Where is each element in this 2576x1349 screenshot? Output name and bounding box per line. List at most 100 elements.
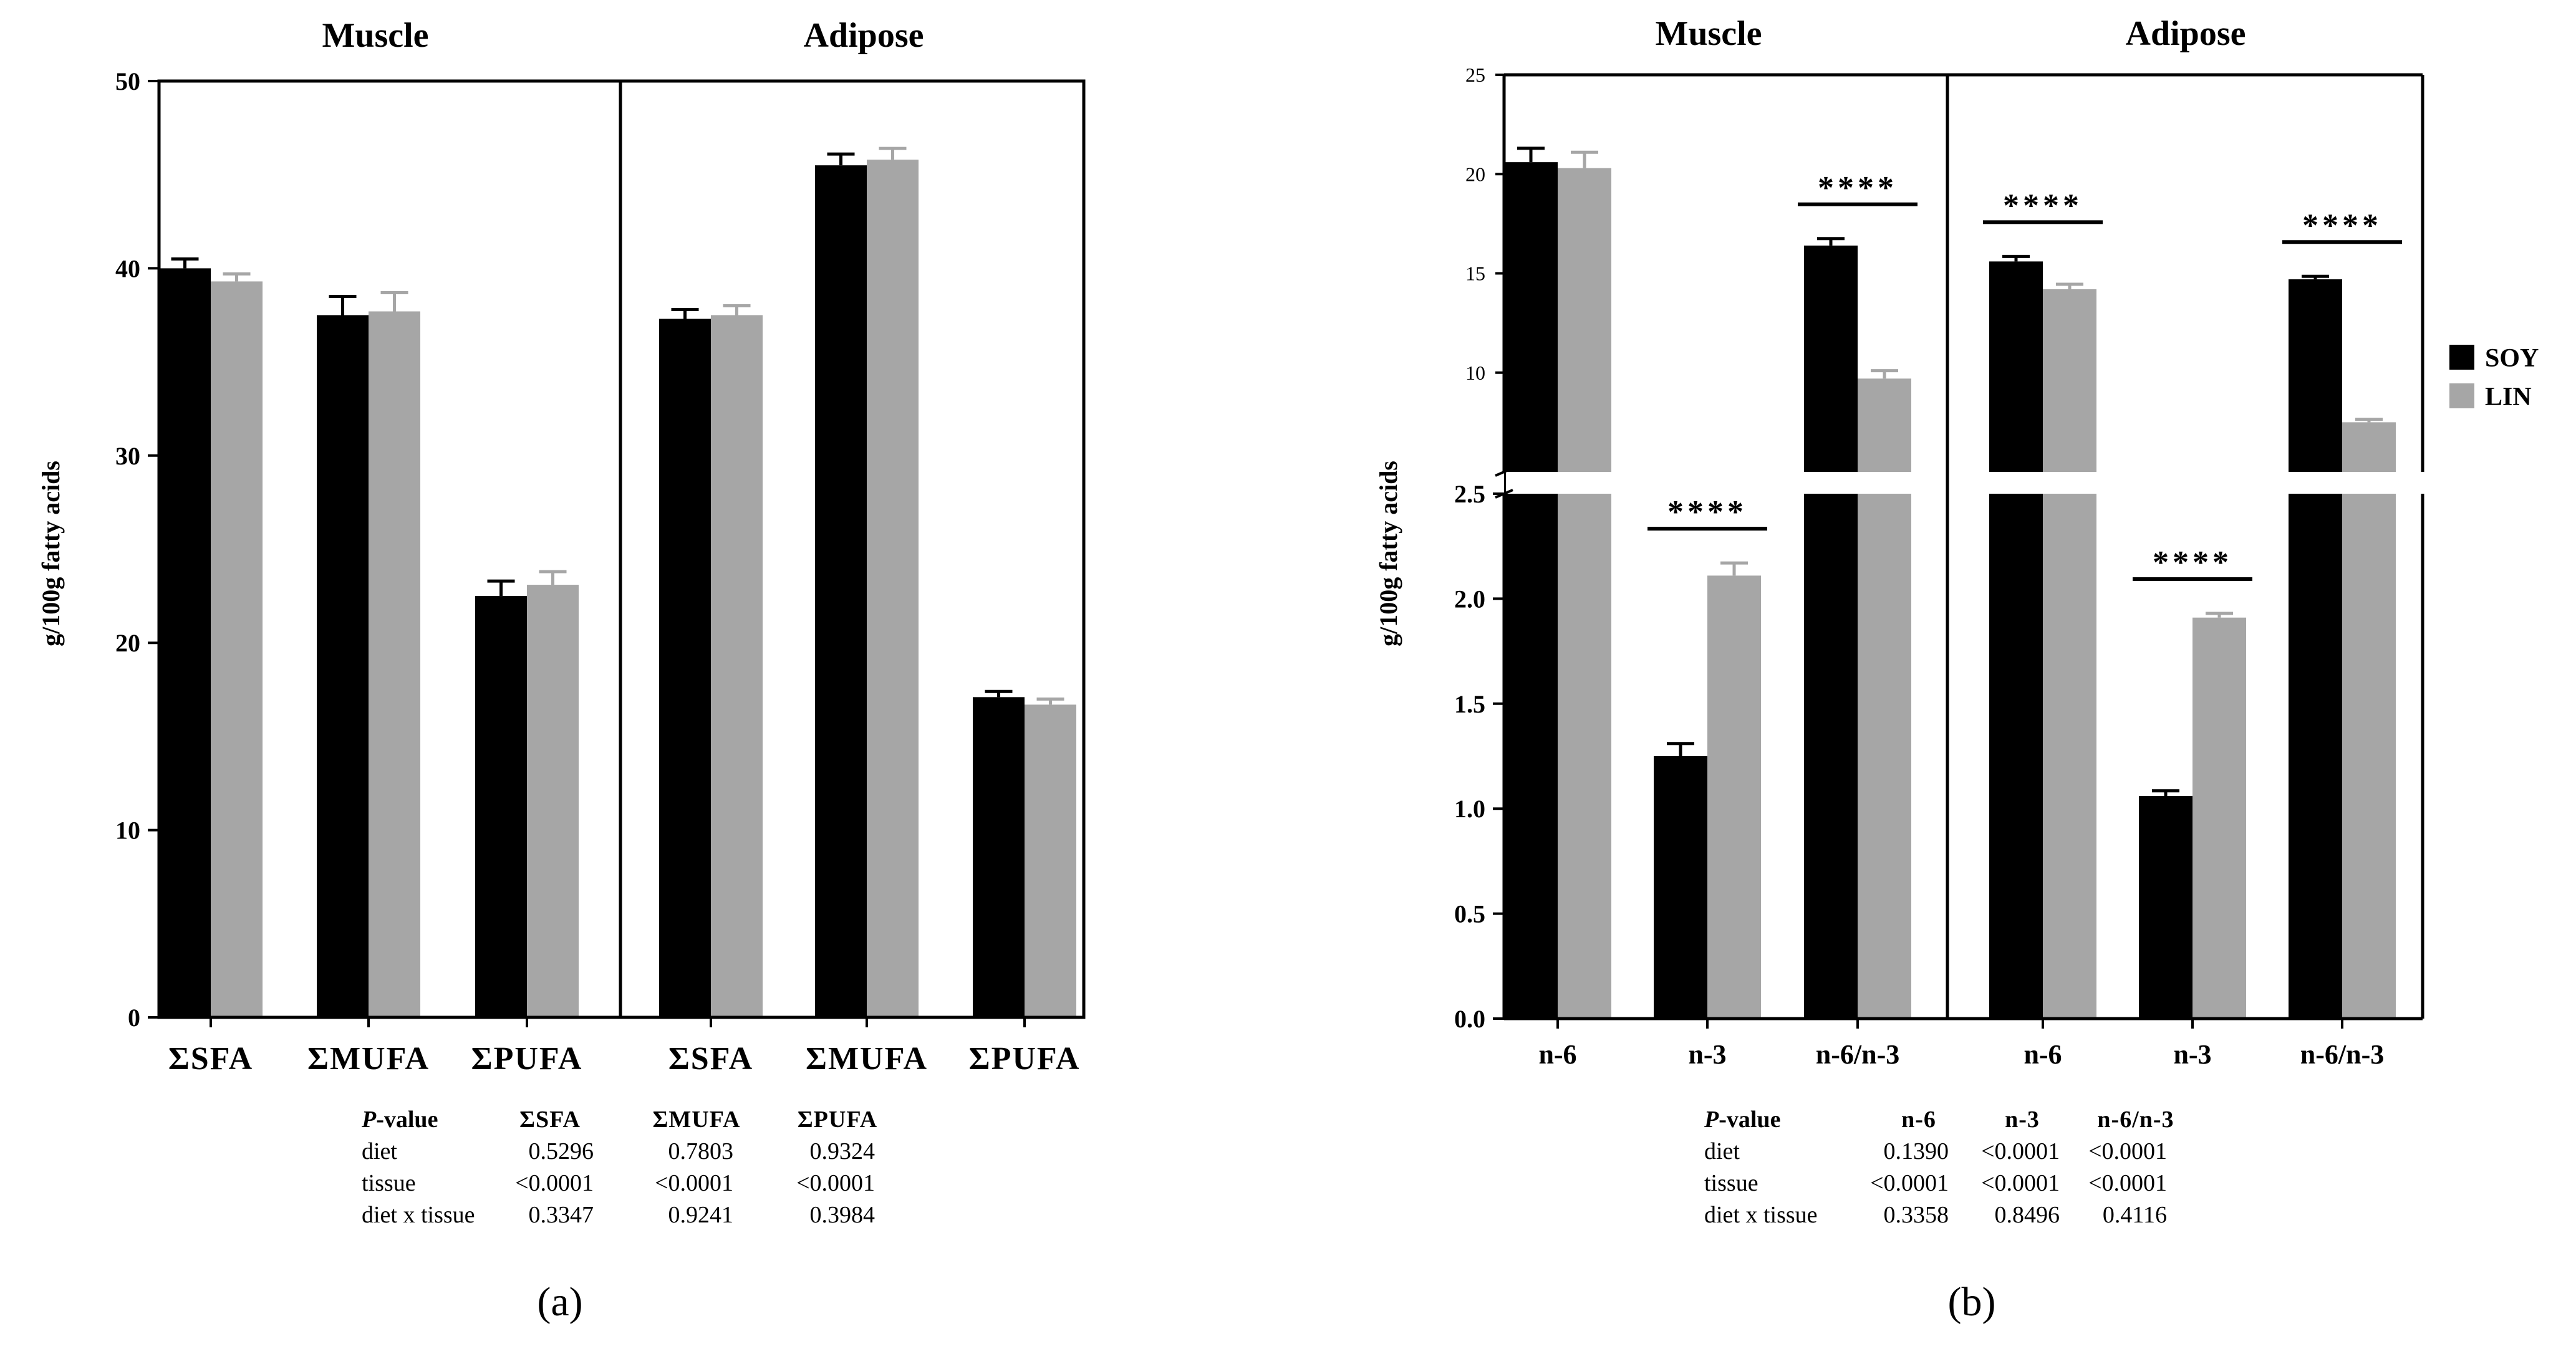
bar-lin: [527, 585, 579, 1017]
legend-lin-swatch: [2449, 383, 2474, 408]
x-tick-label: n-6/n-3: [1816, 1039, 1899, 1070]
bar-lin: [1025, 704, 1076, 1017]
pvalue-cell: <0.0001: [1870, 1170, 1949, 1196]
x-tick-label: ΣMUFA: [806, 1041, 928, 1077]
y-tick-label: 20: [115, 629, 140, 657]
panel-b-pvalue-table: P-value n-6 n-3 n-6/n-3 diet 0.1390 <0.0001 <0.…: [1704, 1107, 2174, 1228]
significance-marker: ****: [2003, 188, 2083, 223]
y-tick-label: 1.0: [1454, 795, 1485, 823]
panel-b-adipose-title: Adipose: [2126, 14, 2246, 53]
y-tick-label: 20: [1465, 163, 1485, 185]
x-tick-label: n-6/n-3: [2300, 1039, 2384, 1070]
pvalue-cell: <0.0001: [515, 1170, 594, 1196]
panel-a-pvalue-table: P-value ΣSFA ΣMUFA ΣPUFA diet 0.5296 0.7803 0.9…: [361, 1107, 877, 1228]
panel-b-y-ticks: 0.0 0.5 1.0 1.5 2.0 2.5 10 15 20 25: [1454, 64, 1504, 1033]
pvalue-column-header: n-6/n-3: [2097, 1107, 2174, 1133]
x-tick-label: ΣPUFA: [969, 1041, 1081, 1077]
bar-soy: [159, 268, 211, 1017]
bar-lin: [1558, 168, 1611, 1019]
y-tick-label: 10: [115, 817, 140, 845]
x-tick-label: ΣMUFA: [307, 1041, 430, 1077]
pvalue-column-header: ΣMUFA: [653, 1107, 741, 1133]
significance-marker: ****: [1818, 170, 1898, 206]
panel-b-y-axis-label: g/100g fatty acids: [1374, 461, 1402, 646]
panel-a-muscle-title: Muscle: [322, 16, 428, 55]
x-tick-label: n-6: [1538, 1039, 1576, 1070]
pvalue-header: P-value: [361, 1107, 438, 1133]
pvalue-column-header: n-3: [2005, 1107, 2040, 1133]
bar-lin: [369, 311, 420, 1018]
bar-soy: [1989, 261, 2043, 1019]
panel-b-muscle-title: Muscle: [1655, 14, 1762, 53]
pvalue-cell: 0.4116: [2103, 1202, 2167, 1228]
bar-soy: [1504, 162, 1558, 1019]
pvalue-cell: <0.0001: [2088, 1138, 2167, 1164]
panel-a-axes: [157, 79, 1086, 1019]
y-tick-label: 40: [115, 254, 140, 282]
panel-a-label: (a): [537, 1279, 582, 1325]
x-tick-label: ΣPUFA: [471, 1041, 583, 1077]
pvalue-cell: 0.5296: [529, 1138, 594, 1164]
bar-soy: [2139, 795, 2192, 1019]
panel-a-y-axis-label: g/100g fatty acids: [37, 461, 65, 646]
bar-soy: [2289, 279, 2342, 1019]
bar-lin: [2192, 617, 2246, 1019]
panel-b-x-ticks: n-6 n-3 n-6/n-3 n-6 n-3 n-6/n-3: [1538, 1019, 2384, 1070]
panel-b-label: (b): [1948, 1279, 1996, 1325]
significance-marker: ****: [2302, 208, 2382, 243]
pvalue-cell: 0.3347: [529, 1202, 594, 1228]
pvalue-cell: 0.3358: [1884, 1202, 1949, 1228]
pvalue-row-label: diet x tissue: [1704, 1202, 1818, 1228]
x-tick-label: ΣSFA: [668, 1041, 753, 1077]
axis-break-gap: [1506, 472, 2421, 494]
panel-a: g/100g fatty acids 0 10 20 30 40 50 ΣSFA ΣMUFA…: [37, 16, 1086, 1325]
y-tick-label: 0.0: [1454, 1005, 1485, 1033]
pvalue-cell: 0.1390: [1884, 1138, 1949, 1164]
legend: SOY LIN: [2449, 344, 2539, 411]
bar-lin: [1707, 575, 1761, 1019]
pvalue-column-header: n-6: [1901, 1107, 1936, 1133]
bar-soy: [1654, 756, 1707, 1019]
pvalue-cell: 0.7803: [668, 1138, 734, 1164]
bar-lin: [2043, 289, 2096, 1019]
x-tick-label: n-6: [2024, 1039, 2062, 1070]
pvalue-row-label: diet: [1704, 1138, 1740, 1164]
y-tick-label: 25: [1465, 64, 1485, 86]
legend-lin-label: LIN: [2485, 383, 2532, 411]
y-tick-label: 10: [1465, 362, 1485, 384]
bar-soy: [475, 596, 527, 1017]
y-tick-label: 15: [1465, 262, 1485, 285]
bar-lin: [867, 160, 919, 1018]
pvalue-cell: 0.9241: [668, 1202, 734, 1228]
y-tick-label: 2.5: [1454, 480, 1485, 508]
panel-a-y-ticks: 0 10 20 30 40 50: [115, 67, 159, 1032]
bar-soy: [659, 319, 711, 1017]
pvalue-header: P-value: [1704, 1107, 1780, 1133]
y-tick-label: 30: [115, 442, 140, 470]
pvalue-cell: 0.8496: [1995, 1202, 2060, 1228]
panel-b-bars: [1504, 146, 2421, 1019]
panel-b: g/100g fatty acids 0.0 0.5 1.0 1.5 2.0 2.5 10 1…: [1374, 14, 2424, 1325]
y-tick-label: 1.5: [1454, 690, 1485, 718]
legend-soy-swatch: [2449, 345, 2474, 370]
pvalue-cell: <0.0001: [1981, 1138, 2060, 1164]
bar-soy: [317, 315, 369, 1017]
bar-soy: [815, 165, 867, 1018]
panel-b-axes: [1495, 73, 2424, 1020]
panel-b-significance: **** **** **** **** ****: [1647, 170, 2402, 581]
panel-a-bars: [159, 146, 1076, 1018]
significance-marker: ****: [1667, 494, 1747, 530]
pvalue-cell: 0.9324: [810, 1138, 876, 1164]
x-tick-label: n-3: [1688, 1039, 1726, 1070]
y-tick-label: 2.0: [1454, 585, 1485, 613]
pvalue-row-label: tissue: [362, 1170, 416, 1196]
pvalue-row-label: diet x tissue: [362, 1202, 475, 1228]
pvalue-column-header: ΣSFA: [519, 1107, 581, 1133]
pvalue-column-header: ΣPUFA: [798, 1107, 877, 1133]
significance-marker: ****: [2153, 545, 2232, 580]
pvalue-cell: <0.0001: [2088, 1170, 2167, 1196]
pvalue-cell: <0.0001: [1981, 1170, 2060, 1196]
pvalue-cell: <0.0001: [655, 1170, 733, 1196]
pvalue-cell: 0.3984: [810, 1202, 876, 1228]
